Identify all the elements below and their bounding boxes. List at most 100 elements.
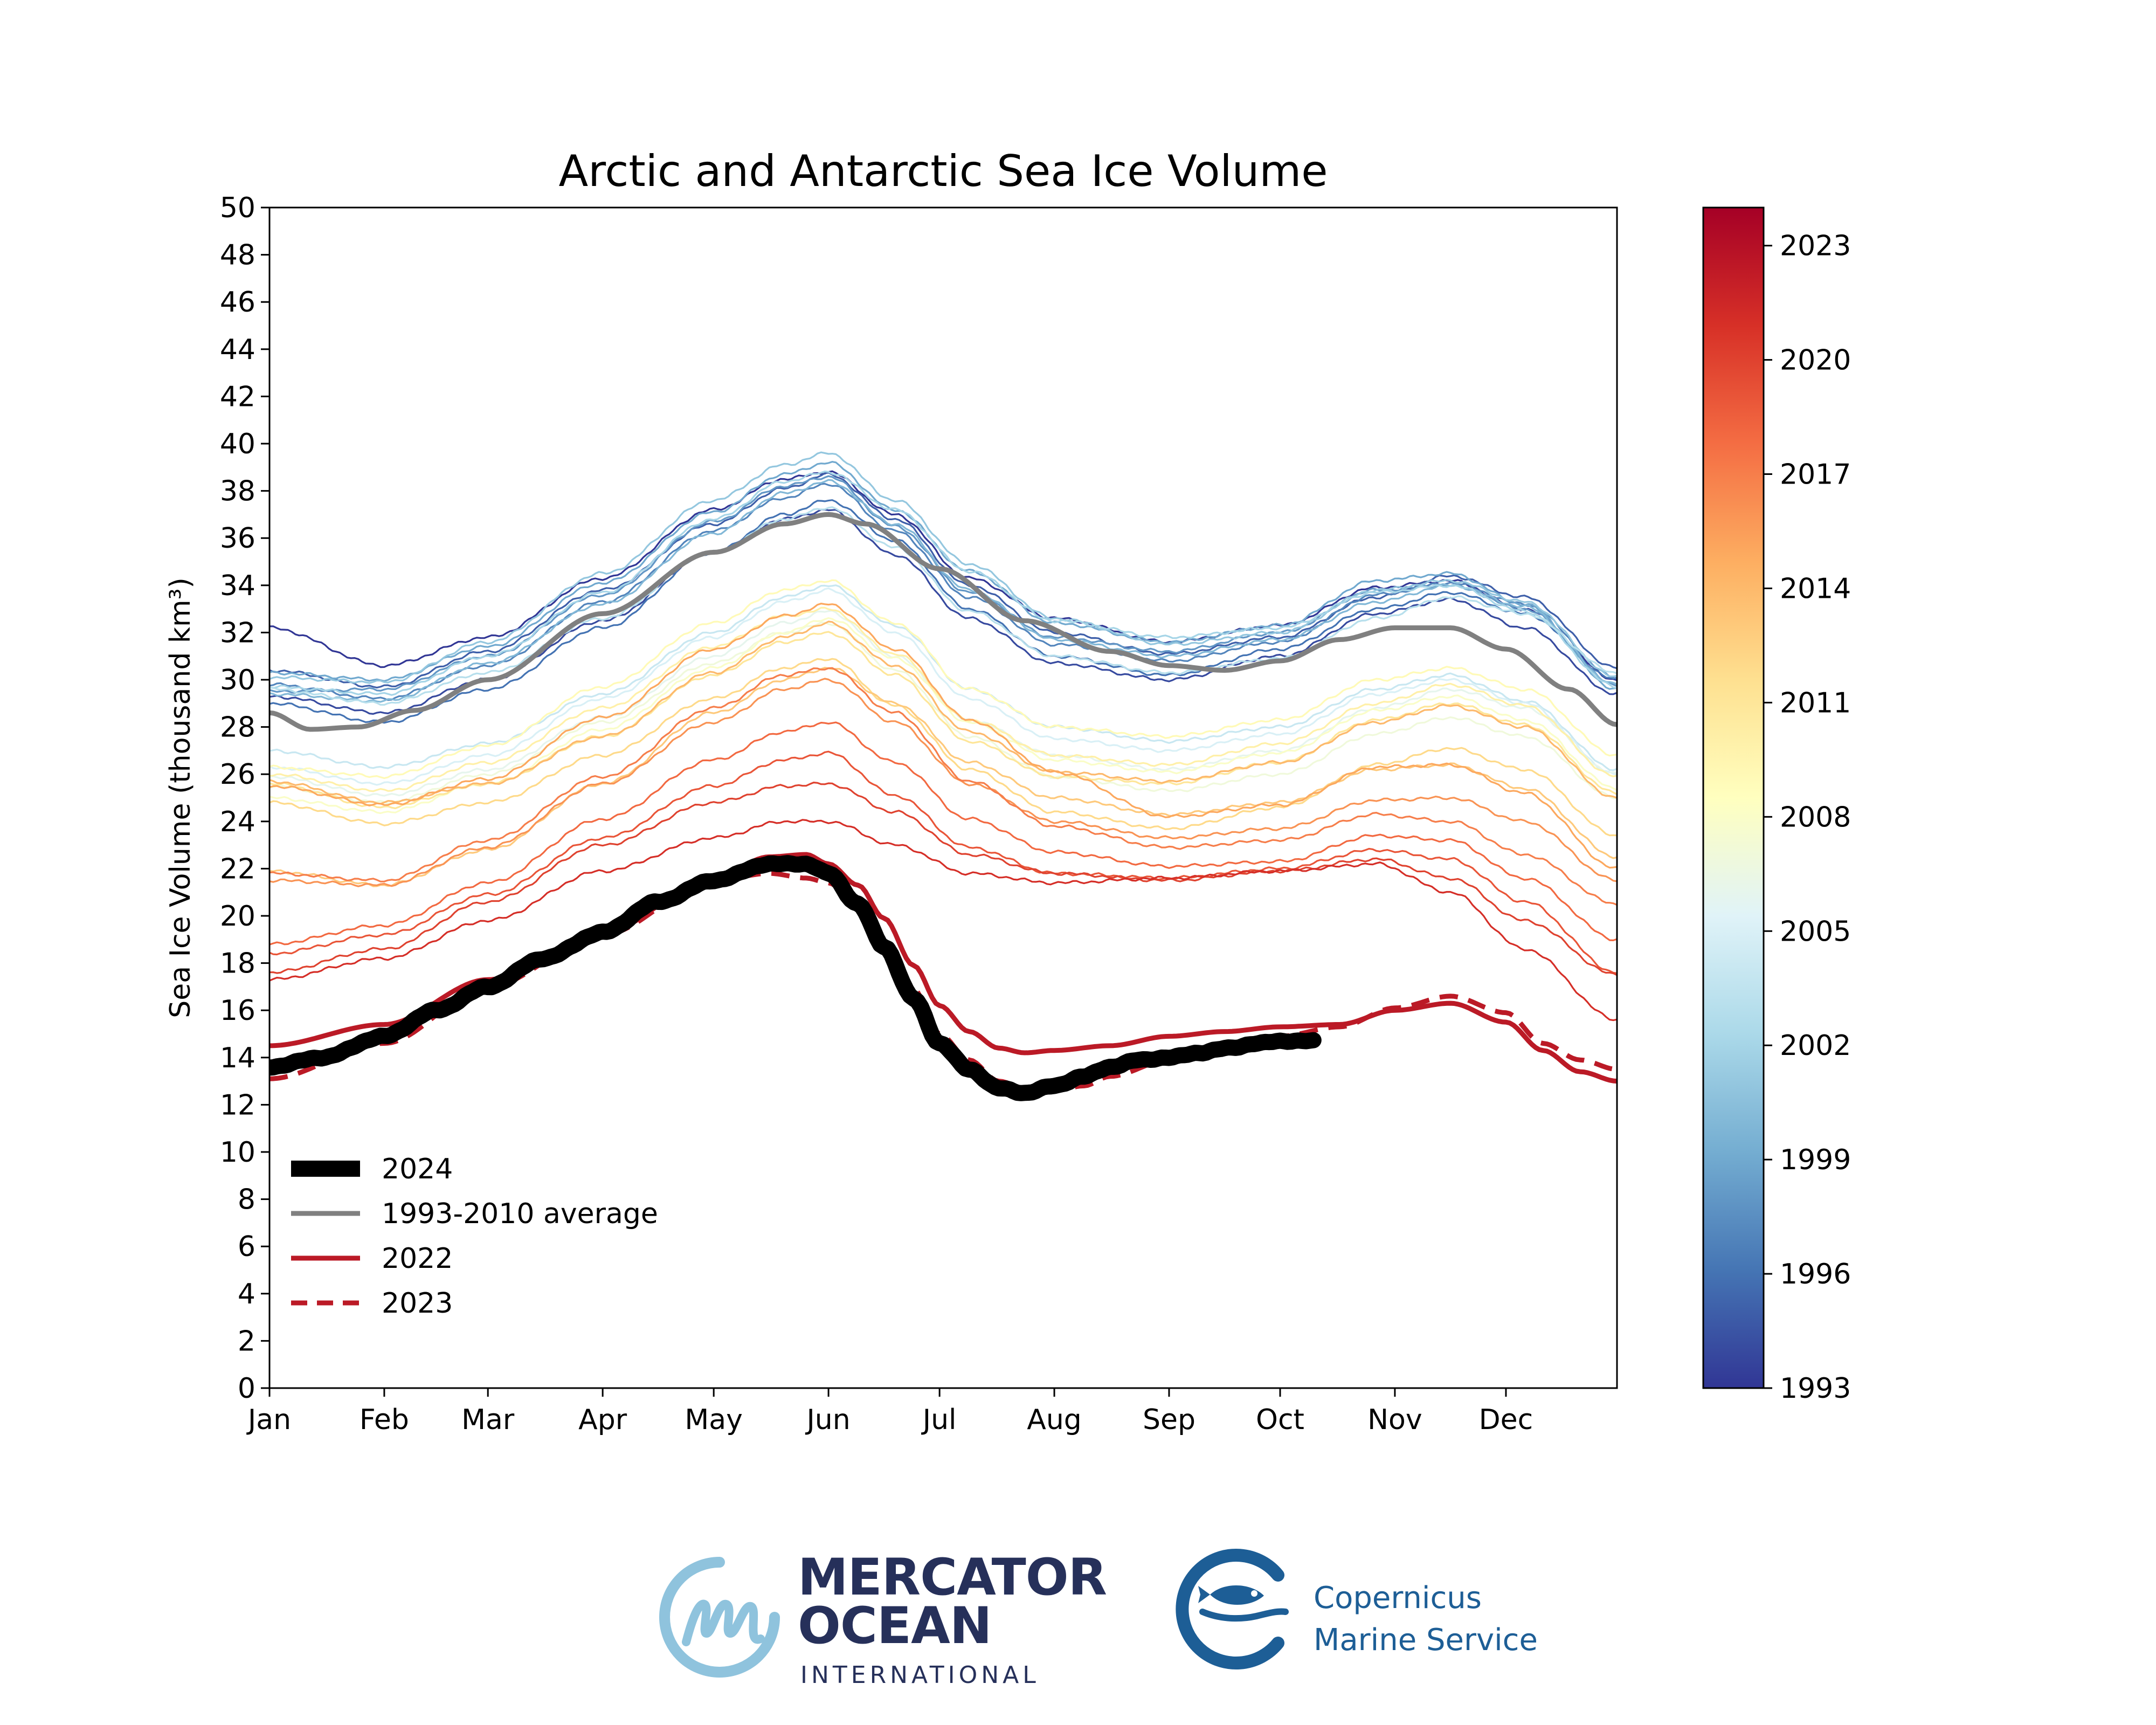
colorbar-tick-label: 2017 bbox=[1780, 459, 1851, 491]
y-tick-label: 28 bbox=[220, 712, 255, 744]
y-tick-label: 34 bbox=[220, 570, 255, 602]
colorbar-ticks: 1993 1996 1999 2002 2005 2008 2011 2014 2017 2020… bbox=[1764, 230, 1851, 1405]
plot-frame bbox=[268, 206, 1618, 1389]
year-line-2003 bbox=[270, 506, 1617, 706]
y-tick-label: 12 bbox=[220, 1089, 255, 1121]
year-line-2009 bbox=[270, 579, 1617, 779]
legend: 2024 1993-2010 average 2022 2023 bbox=[291, 1153, 658, 1320]
x-tick-label: Feb bbox=[360, 1404, 409, 1436]
colorbar-tick-label: 2020 bbox=[1780, 344, 1851, 377]
year-line-2020 bbox=[270, 782, 1617, 976]
mercator-logo-text-line3: INTERNATIONAL bbox=[800, 1661, 1040, 1689]
year-line-2015 bbox=[270, 603, 1617, 869]
y-tick-label: 38 bbox=[220, 475, 255, 508]
x-axis: Jan Feb Mar Apr May Jun Jul Aug Sep Oct Nov Dec bbox=[246, 1388, 1533, 1436]
x-tick-label: Jun bbox=[805, 1404, 850, 1436]
x-tick-label: May bbox=[685, 1404, 743, 1436]
y-tick-label: 26 bbox=[220, 758, 255, 791]
y-tick-label: 32 bbox=[220, 617, 255, 649]
y-tick-label: 0 bbox=[238, 1372, 255, 1405]
year-line-2012 bbox=[270, 658, 1617, 837]
year-line-2013 bbox=[270, 667, 1617, 887]
highlight-series-lines bbox=[270, 512, 1617, 1101]
y-axis: 0246810121416182022242628303234363840424… bbox=[220, 192, 270, 1405]
year-line-2021 bbox=[270, 819, 1617, 1022]
x-tick-label: Jan bbox=[246, 1404, 291, 1436]
mercator-logo-text-line1: MERCATOR bbox=[798, 1548, 1107, 1607]
legend-label: 1993-2010 average bbox=[382, 1198, 658, 1230]
colorbar-tick-label: 2023 bbox=[1780, 230, 1851, 263]
year-line-1998 bbox=[270, 475, 1617, 694]
y-tick-label: 18 bbox=[220, 948, 255, 980]
chart-title: Arctic and Antarctic Sea Ice Volume bbox=[559, 146, 1328, 196]
colorbar-tick-label: 2008 bbox=[1780, 801, 1851, 833]
copernicus-fish-emblem-icon bbox=[1176, 1549, 1289, 1669]
copernicus-marine-logo: Copernicus Marine Service bbox=[1172, 1547, 1550, 1671]
year-line-2016 bbox=[270, 678, 1617, 887]
year-line-2014 bbox=[270, 620, 1617, 805]
legend-label: 2024 bbox=[382, 1153, 453, 1185]
year-line-2002 bbox=[270, 470, 1617, 696]
year-line-2005 bbox=[270, 587, 1617, 786]
year-line-1993 bbox=[270, 470, 1617, 681]
x-tick-label: Sep bbox=[1143, 1404, 1196, 1436]
y-tick-label: 44 bbox=[220, 334, 255, 366]
x-tick-label: Jul bbox=[921, 1404, 957, 1436]
y-tick-label: 4 bbox=[238, 1278, 255, 1310]
y-tick-label: 6 bbox=[238, 1231, 255, 1263]
y-tick-label: 50 bbox=[220, 192, 255, 224]
y-tick-label: 16 bbox=[220, 995, 255, 1027]
year-series-lines bbox=[270, 451, 1617, 1022]
copernicus-logo-text-line2: Marine Service bbox=[1314, 1623, 1538, 1658]
colorbar-tick-label: 2002 bbox=[1780, 1030, 1851, 1062]
y-tick-label: 42 bbox=[220, 381, 255, 413]
y-tick-label: 24 bbox=[220, 806, 255, 838]
mercator-ocean-logo: MERCATOR OCEAN INTERNATIONAL bbox=[655, 1547, 1107, 1689]
legend-label: 2023 bbox=[382, 1287, 453, 1320]
y-tick-label: 48 bbox=[220, 239, 255, 272]
y-tick-label: 2 bbox=[238, 1325, 255, 1357]
y-axis-label: Sea Ice Volume (thousand km³) bbox=[164, 577, 197, 1018]
copernicus-logo-text-line1: Copernicus bbox=[1314, 1581, 1482, 1616]
y-tick-label: 40 bbox=[220, 428, 255, 460]
x-tick-label: Oct bbox=[1256, 1404, 1304, 1436]
mercator-emblem-icon bbox=[659, 1557, 780, 1678]
year-line-2019 bbox=[270, 750, 1617, 974]
colorbar-gradient bbox=[1702, 206, 1765, 1389]
year-line-2018 bbox=[270, 721, 1617, 946]
colorbar-tick-label: 2014 bbox=[1780, 572, 1851, 605]
colorbar-tick-label: 1993 bbox=[1780, 1372, 1851, 1405]
series-line-2024 bbox=[270, 855, 1322, 1101]
y-tick-label: 14 bbox=[220, 1042, 255, 1074]
year-line-1999 bbox=[270, 461, 1617, 690]
series-line-1993-2010-average bbox=[270, 512, 1617, 732]
mercator-logo-text-line2: OCEAN bbox=[798, 1597, 992, 1655]
y-tick-label: 22 bbox=[220, 853, 255, 885]
year-line-2004 bbox=[270, 584, 1617, 771]
y-tick-label: 8 bbox=[238, 1184, 255, 1216]
y-tick-label: 46 bbox=[220, 286, 255, 319]
y-tick-label: 30 bbox=[220, 664, 255, 696]
y-tick-label: 36 bbox=[220, 522, 255, 555]
colorbar-tick-label: 1996 bbox=[1780, 1258, 1851, 1291]
year-line-2001 bbox=[270, 451, 1617, 684]
year-line-2017 bbox=[270, 667, 1617, 906]
year-line-1995 bbox=[270, 472, 1617, 689]
legend-label: 2022 bbox=[382, 1243, 453, 1275]
colorbar-tick-label: 1999 bbox=[1780, 1144, 1851, 1176]
y-tick-label: 20 bbox=[220, 900, 255, 933]
year-line-2000 bbox=[270, 479, 1617, 703]
colorbar: 1993 1996 1999 2002 2005 2008 2011 2014 2017 2020… bbox=[1702, 206, 1851, 1405]
year-line-1997 bbox=[270, 482, 1617, 701]
x-tick-label: Mar bbox=[461, 1404, 515, 1436]
year-line-2007 bbox=[270, 622, 1617, 805]
colorbar-tick-label: 2005 bbox=[1780, 915, 1851, 948]
x-tick-label: Nov bbox=[1367, 1404, 1422, 1436]
year-line-1996 bbox=[270, 499, 1617, 724]
x-tick-label: Aug bbox=[1027, 1404, 1082, 1436]
x-tick-label: Dec bbox=[1479, 1404, 1533, 1436]
x-tick-label: Apr bbox=[578, 1404, 627, 1436]
y-tick-label: 10 bbox=[220, 1136, 255, 1169]
